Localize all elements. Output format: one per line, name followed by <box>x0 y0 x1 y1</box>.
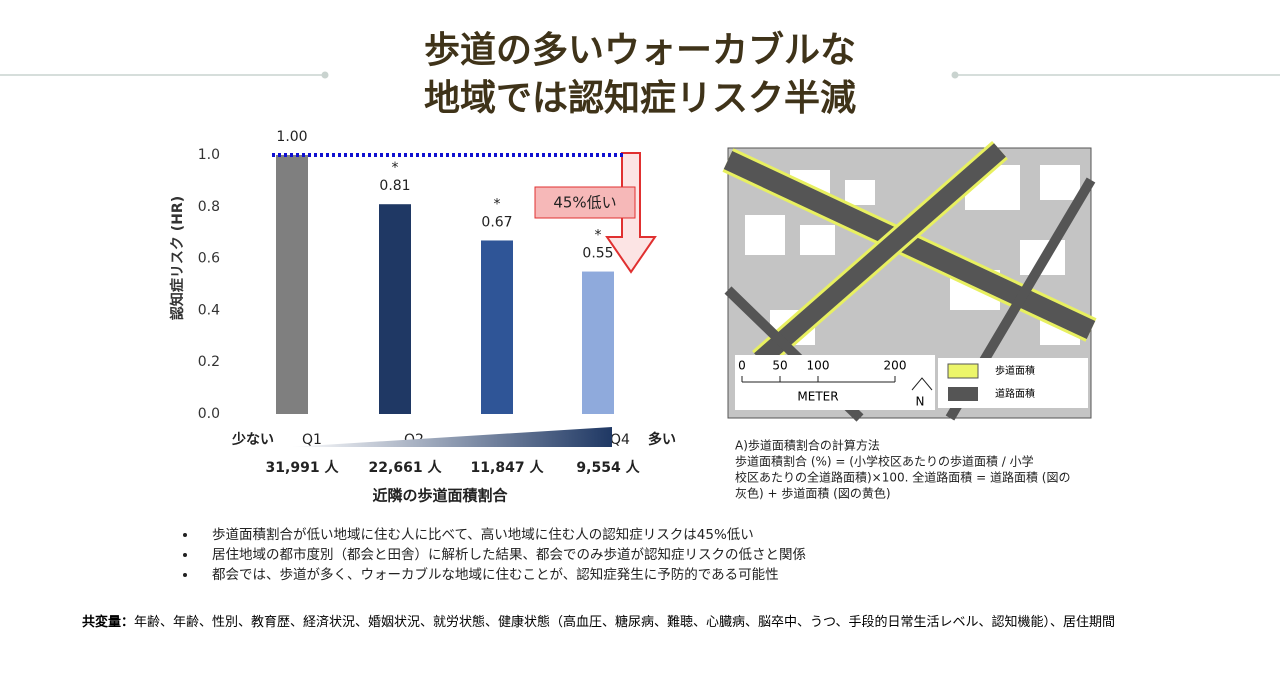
covariates-label: 共変量： <box>82 614 134 630</box>
bullet-text: 居住地域の都市度別（都会と田舎）に解析した結果、都会でのみ歩道が認知症リスクの低… <box>212 546 806 563</box>
value-label: 0.67 <box>481 214 512 230</box>
bar <box>582 271 614 414</box>
count-label: 11,847 人 <box>471 459 545 476</box>
bar <box>379 204 411 414</box>
scale-label: 100 <box>807 359 830 373</box>
count-label: 9,554 人 <box>576 459 640 476</box>
value-label: 0.81 <box>379 178 410 194</box>
divider-dot <box>951 71 959 79</box>
bar <box>276 155 308 414</box>
bullets: 歩道面積割合が低い地域に住む人に比べて、高い地域に住む人の認知症リスクは45%低… <box>183 526 806 583</box>
legend-label: 道路面積 <box>995 387 1035 400</box>
divider-dot <box>321 71 329 79</box>
value-label: 1.00 <box>276 129 307 145</box>
caption-line: A)歩道面積割合の計算方法 <box>735 438 880 453</box>
caption-line: 校区あたりの全道路面積)×100. 全道路面積 = 道路面積 (図の <box>735 470 1070 485</box>
y-tick-label: 0.0 <box>198 406 220 422</box>
caption-line: 歩道面積割合 (%) = (小学校区あたりの歩道面積 / 小学 <box>735 454 1034 469</box>
map: N METER 歩道面積 道路面積 0 50 100 200 <box>722 140 1097 422</box>
bar <box>481 240 513 414</box>
bullet-dot <box>183 533 187 537</box>
north: N <box>916 395 925 409</box>
value-label: 0.55 <box>582 246 613 262</box>
count-label: 31,991 人 <box>266 459 340 476</box>
title: 歩道の多いウォーカブルな <box>424 29 856 71</box>
x-tick-label: Q4 <box>610 432 630 448</box>
count-label: 22,661 人 <box>369 459 443 476</box>
y-tick-label: 0.6 <box>198 251 220 267</box>
north-arrow <box>911 377 933 391</box>
annotation-box <box>534 186 636 219</box>
scale-label: 0 <box>738 359 746 373</box>
scale-unit: METER <box>797 390 838 404</box>
legend-swatch <box>948 387 978 401</box>
significance: * <box>595 228 602 244</box>
y-tick-label: 1.0 <box>198 147 220 163</box>
bullet-text: 歩道面積割合が低い地域に住む人に比べて、高い地域に住む人の認知症リスクは45%低… <box>212 526 754 543</box>
caption-line: 灰色) + 歩道面積 (図の黄色) <box>735 486 891 501</box>
y-tick-label: 0.2 <box>198 354 220 370</box>
bullet-text: 都会では、歩道が多く、ウォーカブルな地域に住むことが、認知症発生に予防的である可… <box>212 566 779 583</box>
significance: * <box>392 160 399 176</box>
x-high: 多い <box>648 431 676 448</box>
legend-label: 歩道面積 <box>995 364 1035 377</box>
x-tick-label: Q1 <box>302 432 322 448</box>
significance: * <box>494 196 501 212</box>
wedge <box>290 427 612 447</box>
title: 地域では認知症リスク半減 <box>424 78 856 119</box>
covariates-text: 年齢、年齢、性別、教育歴、経済状況、婚姻状況、就労状態、健康状態（高血圧、糖尿病… <box>134 614 1115 630</box>
chart: 0.0 0.2 0.4 0.6 0.8 1.0 認知症リスク (HR) 1.00 Q1 31,99… <box>169 129 676 505</box>
bullet-dot <box>183 573 187 577</box>
covariates: 共変量：年齢、年齢、性別、教育歴、経済状況、婚姻状況、就労状態、健康状態（高血圧… <box>82 614 1115 630</box>
x-axis-label: 近隣の歩道面積割合 <box>372 487 508 505</box>
y-tick-label: 0.8 <box>198 199 220 215</box>
x-low: 少ない <box>231 431 274 448</box>
scale-label: 50 <box>772 359 787 373</box>
roads <box>722 140 1097 422</box>
scale-label: 200 <box>884 359 907 373</box>
legend-swatch <box>947 363 979 379</box>
y-tick-label: 0.4 <box>198 302 220 318</box>
annotation: 45%低い <box>553 194 616 212</box>
bullet-dot <box>183 553 187 557</box>
y-axis-label: 認知症リスク (HR) <box>169 196 186 320</box>
